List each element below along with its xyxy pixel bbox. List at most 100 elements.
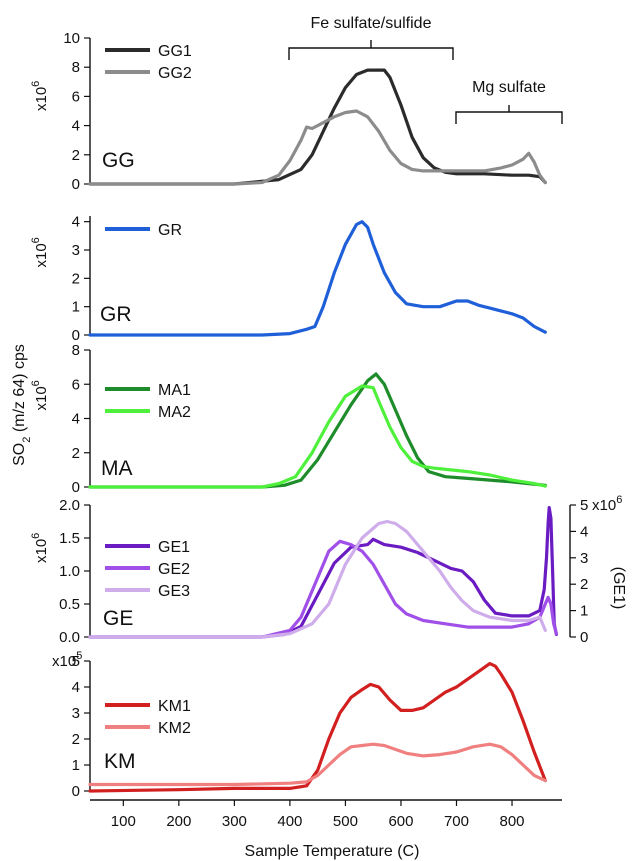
y-tick-label: 2.0 <box>59 497 80 514</box>
series-line-ma1 <box>88 372 547 489</box>
y-tick-label: 1.0 <box>59 563 80 580</box>
scale-factor-exponent: 6 <box>616 494 622 506</box>
panel-ge-label: GE <box>103 607 133 630</box>
panel-gg-label: GG <box>102 149 135 172</box>
y-tick-label: 5 <box>72 653 80 670</box>
panel-ma-y-ticks: 0 2 4 6 8 x106 <box>30 342 91 496</box>
x-axis: 100 200 300 400 500 600 700 800 <box>90 799 562 830</box>
legend-label-ge3: GE3 <box>158 583 190 600</box>
scale-factor-base: x10 <box>592 497 616 514</box>
scale-factor-exponent: 6 <box>30 237 42 243</box>
y-tick-label: 8 <box>72 342 80 359</box>
y-tick-label: 1 <box>72 299 80 316</box>
panel-ge-right-ticks: 0 1 2 3 4 5 x106 (GE1) <box>569 494 627 646</box>
annotation-fe: Fe sulfate/sulfide <box>288 15 454 60</box>
series-line-ge2 <box>88 539 559 639</box>
annotation-mg: Mg sulfate <box>455 79 563 124</box>
scale-factor-label: x106 <box>30 533 50 563</box>
panel-gr-y-ticks: 0 1 2 3 4 x106 <box>30 214 91 344</box>
panel-gr-legend: GR <box>105 222 182 239</box>
scale-factor-exponent: 6 <box>30 533 42 539</box>
y-tick-label: 3 <box>72 242 80 259</box>
panel-gr-label: GR <box>100 303 132 326</box>
legend-label-ma1: MA1 <box>158 382 191 399</box>
y-tick-label: 10 <box>63 30 80 47</box>
series-line-ma2 <box>88 384 547 489</box>
scale-factor-exponent: 5 <box>76 650 82 662</box>
panel-ma-plot <box>88 372 547 489</box>
legend-label-gg1: GG1 <box>158 43 192 60</box>
y-tick-label: 2 <box>72 731 80 748</box>
series-line-gr <box>88 220 547 337</box>
scale-factor-base: x10 <box>52 653 76 670</box>
y-tick-label: 0 <box>72 783 80 800</box>
legend-label-ge1: GE1 <box>158 539 190 556</box>
y-tick-label: 0.0 <box>59 629 80 646</box>
right-axis-label: (GE1) <box>610 567 627 610</box>
scale-factor-label: x106 <box>30 237 50 267</box>
y-tick-label: 0 <box>72 327 80 344</box>
y-axis-label-text: SO2 (m/z 64) cps <box>11 344 33 466</box>
fe-annotation-text: Fe sulfate/sulfide <box>311 15 432 32</box>
legend-label-km1: KM1 <box>158 698 191 715</box>
scale-factor-label: x106 <box>30 81 50 111</box>
right-tick-label: 2 <box>580 576 588 593</box>
right-tick-label: 1 <box>580 603 588 620</box>
panel-ge-plot <box>88 506 559 639</box>
right-tick-label: 3 <box>580 550 588 567</box>
series-line-ge3 <box>88 519 547 639</box>
y-tick-label: 2 <box>72 270 80 287</box>
mg-annotation-text: Mg sulfate <box>472 79 546 96</box>
legend-label-ge2: GE2 <box>158 561 190 578</box>
series-line-gg2 <box>88 109 547 186</box>
x-tick-label: 600 <box>388 813 413 830</box>
series-line-gg1 <box>88 68 547 186</box>
fe-bracket <box>288 40 454 60</box>
scale-factor-label: x105 <box>52 650 82 670</box>
x-tick-label: 100 <box>111 813 136 830</box>
y-tick-label: 6 <box>72 88 80 105</box>
panel-gr: 0 1 2 3 4 x106 GR GR <box>30 214 547 344</box>
y-tick-label: 1.5 <box>59 530 80 547</box>
scale-factor-exponent: 6 <box>30 81 42 87</box>
right-tick-label: 5 <box>580 497 588 514</box>
x-tick-label: 700 <box>444 813 469 830</box>
x-tick-label: 800 <box>500 813 525 830</box>
mg-bracket <box>455 105 563 124</box>
x-tick-label: 300 <box>222 813 247 830</box>
y-tick-label: 4 <box>72 411 80 428</box>
right-tick-label: 0 <box>580 629 588 646</box>
x-tick-label: 200 <box>166 813 191 830</box>
series-line-km2 <box>88 742 547 787</box>
y-tick-label: 0.5 <box>59 596 80 613</box>
series-line-ge1 <box>88 506 559 639</box>
scale-factor-label: x106 <box>592 494 622 514</box>
panel-km-plot <box>88 661 547 793</box>
y-tick-label: 0 <box>72 176 80 193</box>
scale-factor-label: x106 <box>30 380 50 410</box>
legend-label-gr: GR <box>158 222 182 239</box>
y-tick-label: 4 <box>72 118 80 135</box>
panel-ge-legend: GE1 GE2 GE3 <box>105 539 190 600</box>
x-tick-label: 500 <box>333 813 358 830</box>
x-tick-label: 400 <box>277 813 302 830</box>
panel-km-label: KM <box>104 750 136 773</box>
y-tick-label: 2 <box>72 147 80 164</box>
y-tick-label: 8 <box>72 59 80 76</box>
y-tick-label: 2 <box>72 445 80 462</box>
y-tick-label: 3 <box>72 705 80 722</box>
panel-gr-plot <box>88 220 547 337</box>
y-axis-label-so: SO <box>11 443 28 466</box>
right-tick-label: 4 <box>580 523 588 540</box>
scale-factor-base: x10 <box>33 386 50 410</box>
y-tick-label: 4 <box>72 679 80 696</box>
y-tick-label: 6 <box>72 376 80 393</box>
y-tick-label: 0 <box>72 479 80 496</box>
